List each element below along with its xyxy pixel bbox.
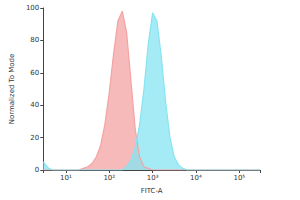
svg-text:10⁵: 10⁵ [233, 174, 245, 182]
svg-text:FITC-A: FITC-A [141, 187, 163, 195]
svg-text:0: 0 [35, 166, 39, 174]
svg-text:80: 80 [30, 36, 39, 44]
svg-text:100: 100 [26, 4, 39, 12]
svg-text:10⁴: 10⁴ [190, 174, 202, 182]
svg-text:20: 20 [30, 134, 39, 142]
svg-text:10¹: 10¹ [60, 174, 72, 182]
svg-text:40: 40 [30, 101, 39, 109]
svg-text:60: 60 [30, 69, 39, 77]
svg-text:Normalized To Mode: Normalized To Mode [8, 54, 16, 125]
svg-text:10³: 10³ [147, 174, 159, 182]
svg-text:10²: 10² [103, 174, 115, 182]
